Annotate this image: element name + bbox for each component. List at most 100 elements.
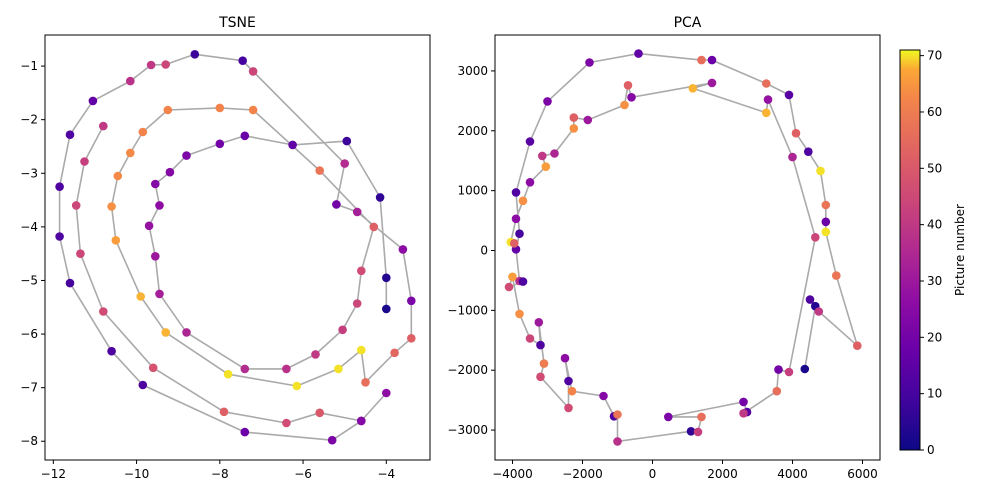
pca-points [504,49,862,446]
pca-x-tick-label: 0 [649,467,657,481]
tsne-point [136,292,145,301]
tsne-point [240,427,250,437]
tsne-point [107,202,116,211]
tsne-point [282,418,291,428]
tsne-point [292,381,302,391]
pca-x-tick-label: −4000 [492,467,533,481]
pca-point [816,166,825,176]
tsne-points [55,50,416,445]
pca-point [832,271,841,280]
tsne-point [240,364,250,374]
tsne-title: TSNE [218,15,256,31]
tsne-point [332,200,341,209]
pca-point [585,58,594,67]
pca-point [763,95,773,104]
tsne-point [407,334,416,343]
tsne-point [327,435,337,445]
pca-point [508,272,517,282]
tsne-x-tick-label: −6 [294,467,312,481]
pca-y-tick-label: 0 [480,243,488,257]
pca-point [564,403,573,413]
tsne-point [151,251,160,261]
tsne-point [80,157,89,166]
tsne-x-tick-label: −10 [124,467,149,481]
tsne-point [55,232,64,241]
pca-point [613,437,622,446]
pca-y-tick-label: −3000 [447,423,488,437]
tsne-point [215,139,225,149]
tsne-trajectory [58,53,413,442]
pca-point [686,427,696,436]
pca-point [707,55,717,65]
tsne-point [334,364,343,374]
pca-point [560,353,570,363]
colorbar-tick-label: 40 [927,218,942,232]
colorbar-tick-label: 70 [927,49,942,63]
pca-point [613,410,622,419]
tsne-point [151,179,160,189]
pca-trajectory-line [508,52,859,443]
tsne-y-tick-label: −5 [20,273,38,287]
tsne-point [382,304,391,314]
pca-point [634,49,643,58]
tsne-point [398,245,408,254]
pca-trajectory [508,52,859,443]
pca-point [539,359,549,368]
tsne-point [71,201,81,210]
pca-point [762,79,771,88]
tsne-point [282,364,291,374]
tsne-point [113,171,123,181]
pca-point [550,149,559,158]
tsne-y-tick-label: −7 [20,381,38,395]
pca-axes: −4000 −2000 0 2000 4000 6000 3000 2000 1000 0 −100… [447,64,877,481]
pca-point [772,386,782,396]
tsne-point [375,193,385,202]
pca-point [688,84,698,93]
tsne-point [65,130,75,139]
pca-point [814,307,824,316]
pca-x-tick-label: 4000 [777,467,808,481]
pca-axes-frame [494,34,881,461]
tsne-panel: TSNE −12 −10 −8 −6 −4 −1 −2 −3 −4 −5 −6 −7 −8 [20,15,431,481]
pca-point [800,364,810,374]
tsne-point [107,346,116,356]
tsne-point [352,299,362,308]
tsne-point [357,266,366,276]
pca-y-tick-label: −1000 [447,303,488,317]
tsne-point [288,140,297,150]
pca-point [538,151,547,161]
pca-point [583,115,593,125]
pca-point [543,97,552,106]
colorbar-tick-label: 10 [927,387,942,401]
pca-x-tick-label: 6000 [847,467,878,481]
pca-point [515,309,524,319]
pca-panel: PCA −4000 −2000 0 2000 4000 6000 3000 2000 1000 0… [447,15,881,481]
tsne-point [155,201,164,210]
pca-y-tick-label: 1000 [457,184,488,198]
pca-point [805,295,815,304]
pca-point [515,229,524,238]
pca-point [811,233,820,242]
colorbar-gradient [899,49,921,451]
tsne-point [65,278,75,288]
tsne-point [342,136,352,146]
tsne-point [182,151,191,160]
pca-point [664,412,673,422]
pca-point [739,397,748,407]
tsne-point [315,408,325,418]
tsne-point [219,407,229,417]
tsne-point [407,296,416,306]
tsne-point [155,289,164,299]
tsne-point [240,131,250,141]
tsne-point [55,182,64,191]
tsne-point [311,350,320,359]
pca-point [525,178,535,187]
pca-point [599,391,608,401]
tsne-point [315,166,325,175]
pca-point [620,100,629,110]
tsne-point [357,416,366,426]
tsne-point [99,121,108,131]
tsne-point [88,96,98,106]
tsne-point [248,105,258,115]
